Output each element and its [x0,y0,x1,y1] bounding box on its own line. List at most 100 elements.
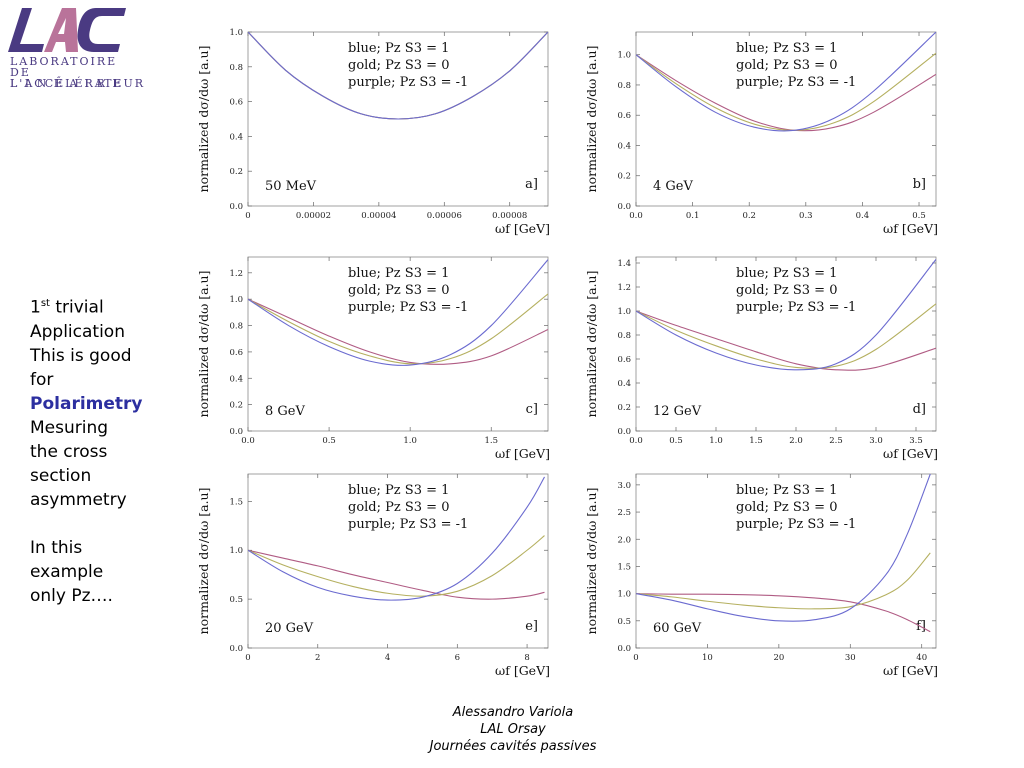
footer-lab: LAL Orsay [480,722,546,737]
x-tick-label: 8 [524,653,529,663]
series-line-blue [636,474,931,622]
y-tick-label: 1.2 [617,283,631,293]
chart-f: 0 10 20 30 40 0.0 0.5 1.0 1.5 2.0 2.5 3.0 ωf [GeV] no… [584,473,938,678]
legend-entry: gold; Pz S3 = 0 [736,500,837,515]
series-line-gold [636,552,931,610]
y-tick-label: 1.2 [229,269,243,279]
series-line-gold [248,535,545,597]
legend-entry: purple; Pz S3 = -1 [348,300,468,315]
x-tick-label: 0.0 [629,211,643,221]
series-line-gold [248,293,548,365]
x-tick-label: 0.5 [912,211,926,221]
x-axis-label: ωf [GeV] [883,446,938,461]
sidebar-line-1: 1st trivial [30,297,104,318]
x-tick-label: 1.5 [484,436,498,446]
chart-panel-a: 0 0.00002 0.00004 0.00006 0.00008 0.0 0.2 0.4 0.… [192,10,587,240]
sidebar-line-2: Application [30,321,125,342]
sidebar-notes: 1st trivial Application This is good for… [30,292,150,608]
panel-label: e] [525,619,538,634]
x-tick-label: 0 [245,211,250,221]
y-tick-label: 0.4 [617,379,631,389]
sidebar-line-7: the cross [30,441,108,462]
x-axis-label: ωf [GeV] [495,446,550,461]
legend-entry: purple; Pz S3 = -1 [736,517,856,532]
y-tick-label: 3.0 [617,481,631,491]
x-tick-label: 0.00004 [361,211,396,221]
sidebar-line-9: asymmetry [30,489,127,510]
y-axis-label: normalized dσ/dω [a.u] [584,46,599,193]
x-tick-label: 2.0 [789,436,803,446]
y-tick-label: 1.0 [617,590,631,600]
y-tick-label: 0.4 [229,374,243,384]
y-tick-label: 1.0 [229,28,243,38]
x-tick-label: 3.5 [909,436,923,446]
y-tick-label: 0.4 [617,141,631,151]
panel-label: c] [526,402,538,417]
sidebar-line-4: for [30,369,54,390]
legend-entry: purple; Pz S3 = -1 [348,517,468,532]
series-line-purple [248,298,548,365]
chart-panel-e: 0 2 4 6 8 0.0 0.5 1.0 1.5 ωf [GeV] normalized dσ/d… [192,452,587,682]
lal-logo: LABORATOIRE DE L'ACCÉLÉRATEUR L I N É A … [4,4,144,89]
x-tick-label: 20 [773,653,784,663]
footer-event: Journées cavités passives [429,739,597,754]
legend-entry: purple; Pz S3 = -1 [736,300,856,315]
legend-entry: blue; Pz S3 = 1 [348,483,449,498]
y-tick-label: 1.0 [617,307,631,317]
y-tick-label: 0.0 [229,427,243,437]
plot-frame [635,31,937,207]
sidebar-line-3: This is good [30,345,132,366]
chart-panel-f: 0 10 20 30 40 0.0 0.5 1.0 1.5 2.0 2.5 3.0 ωf [GeV] no… [580,452,975,682]
x-tick-label: 0.5 [322,436,336,446]
series-line-blue [248,32,548,120]
energy-label: 4 GeV [653,179,693,194]
logo-line-3: L I N É A I R E [10,77,123,90]
x-tick-label: 0.3 [799,211,813,221]
legend-entry: blue; Pz S3 = 1 [348,266,449,281]
x-axis-label: ωf [GeV] [495,221,550,236]
y-tick-label: 2.5 [617,508,631,518]
y-axis-label: normalized dσ/dω [a.u] [584,488,599,635]
energy-label: 50 MeV [265,179,317,194]
sidebar-line-10: In this [30,537,83,558]
y-tick-label: 1.0 [229,546,243,556]
x-tick-label: 6 [455,653,460,663]
legend-entry: blue; Pz S3 = 1 [348,41,449,56]
sidebar-highlight: Polarimetry [30,393,143,414]
y-tick-label: 2.0 [617,535,631,545]
x-tick-label: 0.5 [669,436,683,446]
y-tick-label: 0.8 [229,63,243,73]
legend-entry: gold; Pz S3 = 0 [348,283,449,298]
sidebar-line-11: example [30,561,104,582]
x-tick-label: 0.4 [856,211,870,221]
x-tick-label: 30 [845,653,856,663]
y-tick-label: 0.5 [617,617,631,627]
y-axis-label: normalized dσ/dω [a.u] [196,488,211,635]
y-tick-label: 0.5 [229,595,243,605]
chart-b: 0.0 0.1 0.2 0.3 0.4 0.5 0.0 0.2 0.4 0.6 0.8 1.0 ωf [… [584,31,938,236]
footer: Alessandro Variola LAL Orsay Journées ca… [380,704,646,755]
y-axis-label: normalized dσ/dω [a.u] [196,46,211,193]
legend-entry: gold; Pz S3 = 0 [348,500,449,515]
y-tick-label: 1.0 [229,295,243,305]
y-tick-label: 0.8 [617,331,631,341]
series-line-purple [248,549,545,600]
y-tick-label: 1.5 [617,562,631,572]
legend-entry: purple; Pz S3 = -1 [348,75,468,90]
chart-d: 0.0 0.5 1.0 1.5 2.0 2.5 3.0 3.5 0.0 0.2 0.4 0.6 0.8 1… [584,256,938,461]
y-tick-label: 0.0 [617,202,631,212]
series-line-purple [636,310,936,371]
lal-logo-mark [8,8,126,52]
series-line-blue [636,32,936,132]
x-tick-label: 0.00006 [427,211,462,221]
logo-line-2: DE L'ACCÉLÉRATEUR [10,66,146,90]
x-tick-label: 3.0 [869,436,883,446]
plot-frame [635,256,937,432]
legend-entry: blue; Pz S3 = 1 [736,41,837,56]
x-tick-label: 0.00002 [296,211,331,221]
plot-frame [247,256,549,432]
y-tick-label: 0.6 [229,348,243,358]
x-tick-label: 0 [245,653,250,663]
chart-a: 0 0.00002 0.00004 0.00006 0.00008 0.0 0.2 0.4 0.… [196,28,550,236]
x-tick-label: 0.2 [742,211,756,221]
